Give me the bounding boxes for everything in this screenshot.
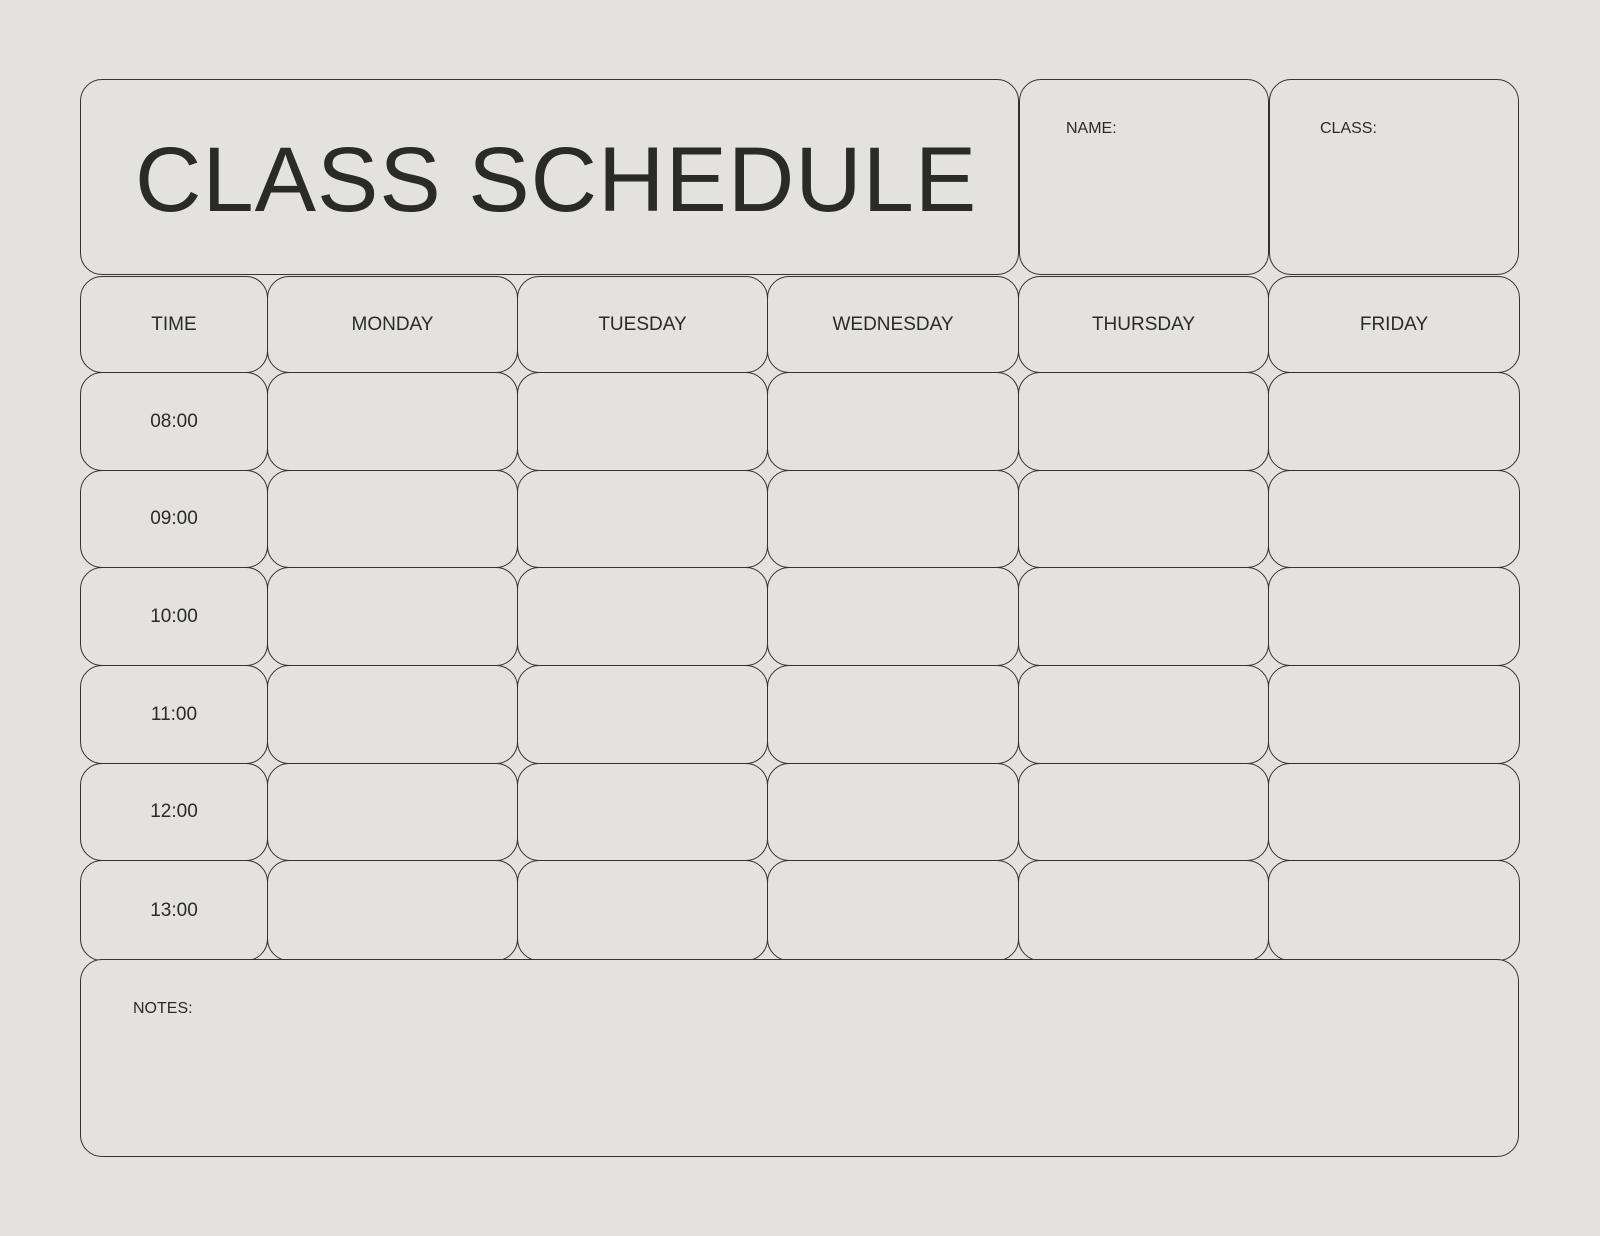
time-cell: 11:00 (80, 665, 268, 764)
notes-label: NOTES: (133, 1000, 193, 1017)
header-time: TIME (80, 276, 268, 373)
header-label: FRIDAY (1359, 313, 1429, 335)
time-label: 11:00 (150, 703, 198, 725)
name-field[interactable]: NAME: (1019, 79, 1269, 275)
schedule-cell[interactable] (767, 763, 1019, 861)
name-label: NAME: (1066, 120, 1117, 137)
schedule-cell[interactable] (267, 567, 518, 666)
header-label: TUESDAY (598, 313, 687, 335)
schedule-cell[interactable] (517, 860, 768, 961)
schedule-cell[interactable] (267, 860, 518, 961)
schedule-cell[interactable] (1268, 372, 1520, 471)
time-label: 10:00 (150, 605, 198, 627)
header-label: TIME (151, 313, 197, 335)
schedule-cell[interactable] (517, 763, 768, 861)
schedule-cell[interactable] (1018, 372, 1269, 471)
time-cell: 12:00 (80, 763, 268, 861)
schedule-cell[interactable] (1018, 860, 1269, 961)
schedule-cell[interactable] (1018, 665, 1269, 764)
header-monday: MONDAY (267, 276, 518, 373)
time-cell: 13:00 (80, 860, 268, 961)
schedule-cell[interactable] (767, 567, 1019, 666)
time-label: 08:00 (150, 410, 198, 432)
schedule-cell[interactable] (1268, 470, 1520, 568)
schedule-cell[interactable] (517, 665, 768, 764)
time-label: 12:00 (150, 801, 198, 822)
schedule-cell[interactable] (767, 372, 1019, 471)
schedule-cell[interactable] (267, 763, 518, 861)
time-cell: 09:00 (80, 470, 268, 568)
schedule-cell[interactable] (267, 665, 518, 764)
schedule-cell[interactable] (517, 372, 768, 471)
schedule-cell[interactable] (267, 470, 518, 568)
time-label: 09:00 (150, 508, 198, 529)
header-friday: FRIDAY (1268, 276, 1520, 373)
schedule-cell[interactable] (267, 372, 518, 471)
schedule-cell[interactable] (1018, 567, 1269, 666)
schedule-cell[interactable] (1268, 763, 1520, 861)
class-label: CLASS: (1320, 120, 1377, 137)
header-label: WEDNESDAY (832, 313, 954, 335)
time-cell: 10:00 (80, 567, 268, 666)
notes-field[interactable]: NOTES: (80, 959, 1519, 1157)
schedule-cell[interactable] (1268, 567, 1520, 666)
schedule-cell[interactable] (767, 665, 1019, 764)
title-box: CLASS SCHEDULE (80, 79, 1019, 275)
schedule-cell[interactable] (1018, 470, 1269, 568)
time-cell: 08:00 (80, 372, 268, 471)
header-label: MONDAY (351, 313, 434, 335)
time-label: 13:00 (150, 899, 198, 921)
class-field[interactable]: CLASS: (1269, 79, 1519, 275)
schedule-cell[interactable] (1268, 665, 1520, 764)
header-wednesday: WEDNESDAY (767, 276, 1019, 373)
header-tuesday: TUESDAY (517, 276, 768, 373)
schedule-cell[interactable] (517, 470, 768, 568)
schedule-cell[interactable] (1018, 763, 1269, 861)
header-label: THURSDAY (1091, 313, 1196, 335)
schedule-cell[interactable] (517, 567, 768, 666)
header-thursday: THURSDAY (1018, 276, 1269, 373)
schedule-cell[interactable] (1268, 860, 1520, 961)
schedule-cell[interactable] (767, 860, 1019, 961)
page-title: CLASS SCHEDULE (135, 129, 978, 231)
schedule-cell[interactable] (767, 470, 1019, 568)
